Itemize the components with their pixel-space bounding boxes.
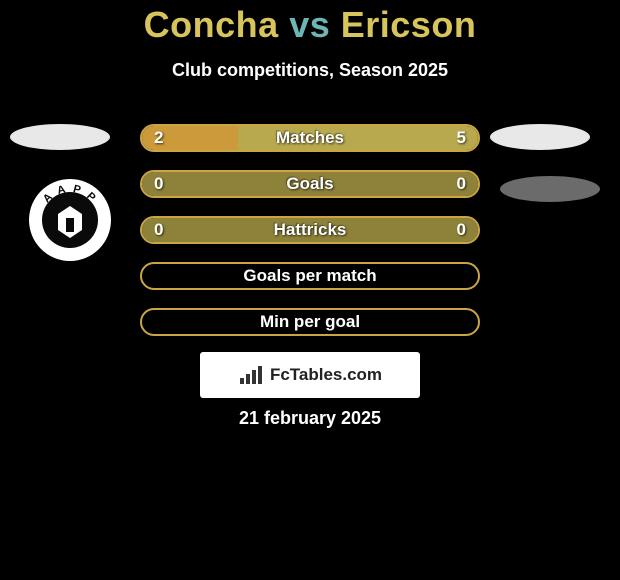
flag-oval-left xyxy=(10,124,110,150)
stat-value-left: 0 xyxy=(154,172,163,196)
player1-name: Concha xyxy=(144,4,279,45)
stats-area: Matches25Goals00Hattricks00Goals per mat… xyxy=(140,124,480,354)
stat-row: Matches2 5 xyxy=(140,124,480,152)
stat-row: Goals0 0 xyxy=(140,170,480,198)
brand-text: FcTables.com xyxy=(270,365,382,385)
stat-row: Goals per match xyxy=(140,262,480,290)
stat-label: Goals per match xyxy=(142,264,478,288)
stat-row: Min per goal xyxy=(140,308,480,336)
date-line: 21 february 2025 xyxy=(0,408,620,429)
stat-value-right: 0 xyxy=(457,218,466,242)
stat-value-right: 0 xyxy=(457,172,466,196)
flag-oval-right-bottom xyxy=(500,176,600,202)
stat-value-left: 0 xyxy=(154,218,163,242)
stat-label: Min per goal xyxy=(142,310,478,334)
stat-label: Goals xyxy=(142,172,478,196)
brand-badge[interactable]: FcTables.com xyxy=(200,352,420,398)
stat-value-left: 2 xyxy=(154,126,163,150)
stat-label: Matches xyxy=(142,126,478,150)
comparison-title: Concha vs Ericson xyxy=(0,0,620,46)
stat-value-right: 5 xyxy=(457,126,466,150)
club-badge-left: A A P P xyxy=(28,178,112,262)
bar-chart-icon xyxy=(238,364,264,386)
subtitle: Club competitions, Season 2025 xyxy=(0,60,620,81)
player2-name: Ericson xyxy=(341,4,477,45)
flag-oval-right-top xyxy=(490,124,590,150)
stat-label: Hattricks xyxy=(142,218,478,242)
stat-row: Hattricks0 0 xyxy=(140,216,480,244)
vs-word: vs xyxy=(289,4,330,45)
